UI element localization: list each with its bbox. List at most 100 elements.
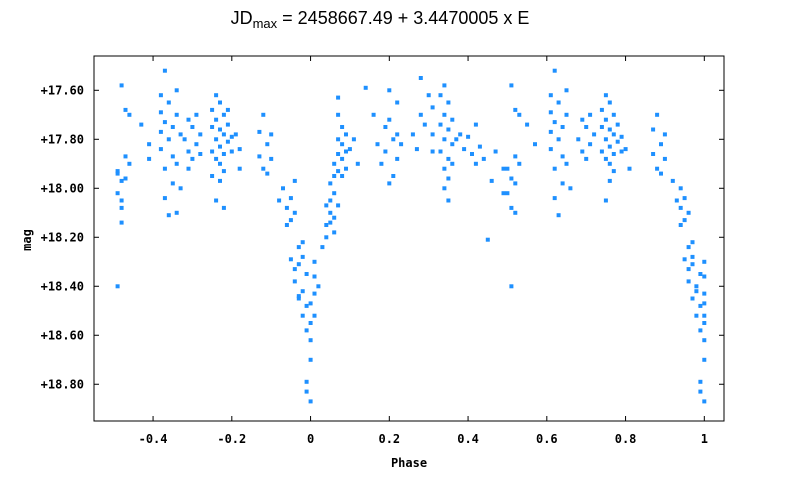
data-point: [383, 149, 388, 154]
data-point: [312, 274, 317, 279]
data-point: [690, 296, 695, 301]
data-point: [198, 152, 203, 156]
data-point: [702, 321, 707, 325]
x-axis: -0.4 -0.2 0 0.2 0.4 0.6 0.8 1: [139, 56, 708, 446]
data-point: [623, 147, 628, 152]
data-point: [548, 110, 553, 115]
data-point: [214, 198, 219, 203]
data-point: [485, 237, 490, 242]
data-point: [312, 313, 317, 318]
data-point: [328, 198, 333, 203]
data-point: [611, 152, 616, 156]
data-point: [269, 132, 274, 137]
data-point: [552, 166, 557, 171]
data-point: [422, 122, 427, 127]
data-point: [442, 186, 447, 191]
data-point: [210, 174, 215, 178]
data-point: [686, 210, 691, 215]
data-point: [158, 93, 163, 98]
data-point: [580, 117, 585, 122]
data-point: [430, 105, 435, 110]
data-point: [304, 389, 309, 394]
data-point: [702, 338, 707, 343]
data-point: [446, 100, 451, 105]
data-point: [509, 284, 514, 289]
data-point: [336, 152, 341, 156]
data-point: [194, 112, 199, 117]
data-point: [702, 274, 707, 279]
data-point: [603, 156, 608, 161]
data-point: [678, 186, 683, 191]
data-point: [139, 122, 144, 127]
data-point: [308, 301, 313, 306]
data-point: [611, 169, 616, 174]
data-point: [702, 291, 707, 296]
chart-title-subscript: max: [252, 16, 278, 31]
data-point: [281, 186, 285, 191]
x-tick-label: 0.8: [615, 432, 637, 446]
data-point: [560, 125, 565, 129]
data-point: [292, 178, 297, 183]
data-point: [438, 149, 443, 154]
data-point: [332, 174, 337, 178]
data-point: [221, 112, 226, 117]
y-tick-label: +17.60: [41, 83, 84, 97]
data-point: [442, 166, 447, 171]
data-point: [304, 303, 309, 308]
data-point: [147, 142, 152, 147]
data-point: [525, 122, 530, 127]
data-point: [694, 313, 699, 318]
data-point: [288, 196, 293, 201]
data-point: [158, 129, 163, 134]
data-point: [190, 125, 195, 129]
data-point: [328, 220, 333, 225]
data-point: [115, 284, 120, 289]
data-point: [588, 112, 593, 117]
data-point: [548, 129, 553, 134]
data-point: [395, 156, 400, 161]
data-point: [324, 235, 329, 240]
data-point: [607, 178, 612, 183]
data-point: [221, 205, 226, 210]
data-point: [174, 112, 179, 117]
data-point: [698, 272, 703, 276]
data-point: [166, 137, 171, 142]
data-point: [174, 210, 179, 215]
data-point: [619, 134, 624, 139]
data-point: [225, 107, 230, 112]
data-point: [395, 100, 400, 105]
data-point: [552, 196, 557, 201]
data-point: [218, 178, 222, 183]
data-point: [450, 161, 455, 166]
data-point: [170, 154, 175, 159]
data-point: [210, 107, 215, 112]
data-point: [115, 191, 120, 196]
data-point: [513, 210, 518, 215]
data-point: [584, 125, 589, 129]
data-point: [292, 210, 297, 215]
data-point: [194, 142, 199, 147]
data-point: [564, 161, 569, 166]
data-point: [119, 205, 124, 210]
data-point: [446, 198, 451, 203]
data-point: [694, 289, 699, 294]
data-point: [592, 132, 597, 137]
data-point: [493, 149, 498, 154]
x-tick-label: 0.2: [378, 432, 400, 446]
data-point: [162, 196, 167, 201]
data-point: [296, 245, 301, 250]
data-point: [662, 132, 667, 137]
data-point: [304, 328, 309, 333]
data-point: [218, 100, 222, 105]
data-point: [387, 88, 392, 93]
data-point: [552, 68, 557, 73]
data-point: [556, 213, 561, 218]
data-point: [115, 169, 120, 174]
data-point: [332, 191, 337, 196]
data-point: [588, 142, 593, 147]
data-point: [214, 93, 219, 98]
data-point: [678, 223, 683, 227]
data-point: [218, 161, 222, 166]
data-point: [237, 147, 242, 152]
data-point: [564, 112, 569, 117]
